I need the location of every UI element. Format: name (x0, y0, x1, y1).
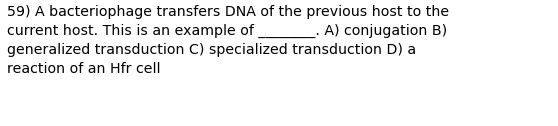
Text: 59) A bacteriophage transfers DNA of the previous host to the
current host. This: 59) A bacteriophage transfers DNA of the… (7, 5, 449, 76)
